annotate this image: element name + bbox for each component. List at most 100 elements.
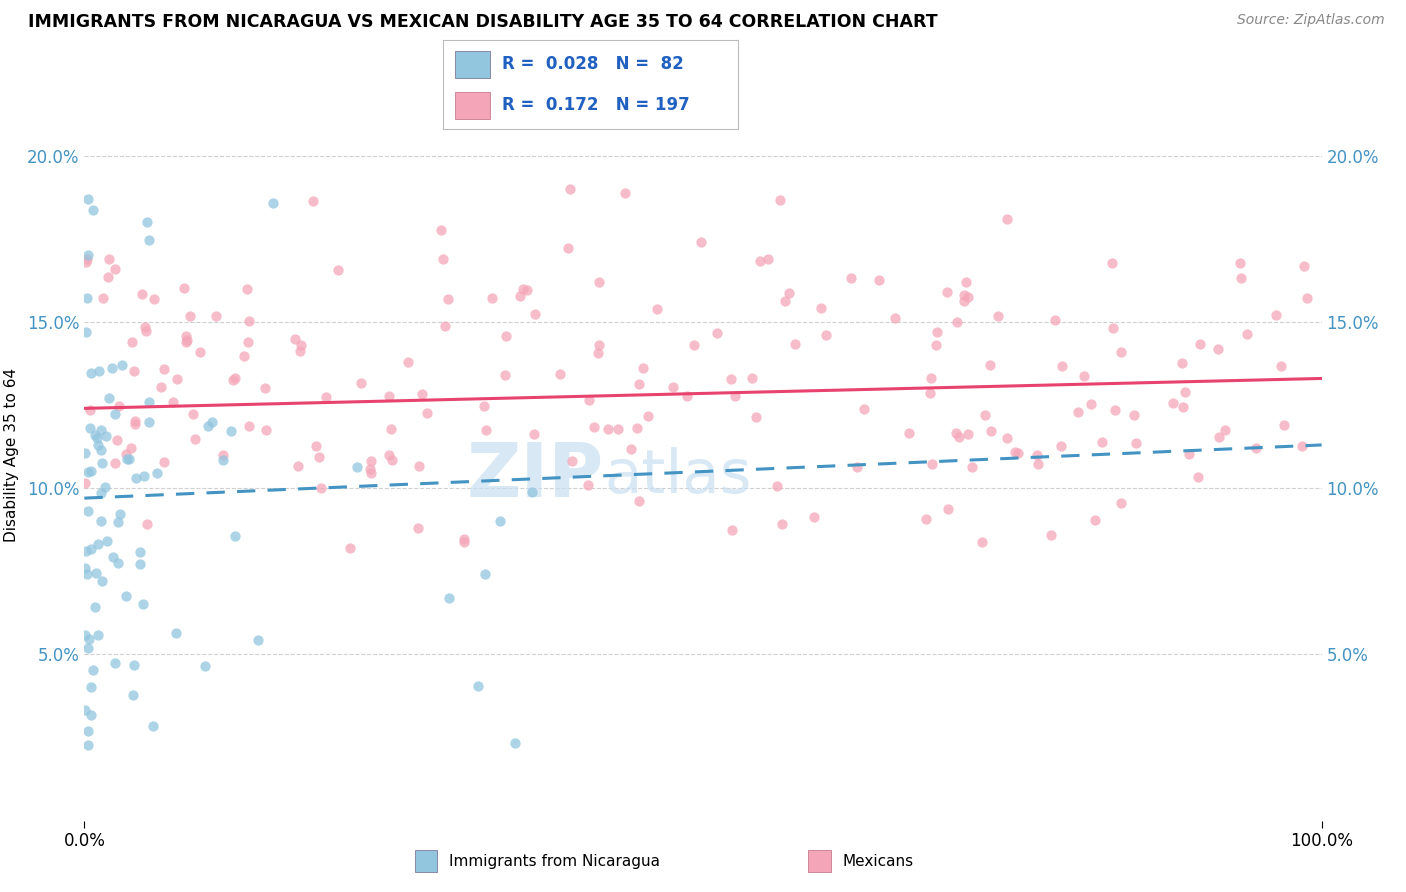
Point [90, 456, 112, 470]
Point [1291, 439, 1313, 453]
Point [953, 294, 976, 309]
Point [588, 337, 610, 351]
Point [437, 591, 460, 605]
Point [121, 334, 143, 349]
Point [77, 192, 100, 206]
Point [97, 252, 120, 267]
Point [1272, 417, 1295, 432]
Point [1026, 457, 1049, 471]
Point [162, 395, 184, 409]
Point [378, 389, 401, 403]
Point [79, 402, 101, 417]
Point [927, 325, 949, 339]
Point [380, 422, 402, 436]
Point [174, 328, 197, 343]
Point [1229, 256, 1251, 270]
Point [82, 664, 104, 678]
Point [453, 535, 475, 549]
Point [360, 467, 382, 481]
Point [626, 421, 648, 435]
Point [1102, 321, 1125, 335]
Point [73, 475, 96, 490]
Point [1004, 445, 1026, 459]
Point [868, 273, 890, 287]
Point [181, 407, 204, 421]
Point [411, 387, 433, 401]
Point [936, 285, 959, 299]
Point [222, 373, 245, 387]
Point [308, 450, 330, 464]
Point [853, 402, 876, 417]
Point [197, 419, 219, 434]
Point [75, 446, 97, 460]
Point [90, 423, 112, 437]
Point [645, 302, 668, 317]
Point [288, 344, 311, 359]
Point [90, 443, 112, 458]
Point [548, 368, 571, 382]
Point [101, 360, 124, 375]
Point [724, 388, 747, 402]
Point [224, 370, 246, 384]
Point [76, 465, 98, 479]
Point [1171, 356, 1194, 370]
Point [945, 425, 967, 440]
Point [523, 427, 546, 442]
Point [429, 222, 451, 236]
Point [101, 549, 124, 564]
Point [103, 456, 125, 470]
Point [77, 632, 100, 647]
Text: R =  0.172   N = 197: R = 0.172 N = 197 [502, 96, 690, 114]
Point [472, 400, 495, 414]
Point [987, 310, 1010, 324]
Point [211, 448, 233, 462]
Point [108, 508, 131, 522]
Point [1049, 439, 1071, 453]
Point [408, 459, 430, 474]
Point [173, 281, 195, 295]
Point [756, 252, 779, 266]
Point [94, 429, 117, 443]
Point [749, 254, 772, 268]
Point [1091, 434, 1114, 449]
Point [138, 233, 160, 247]
Point [129, 545, 152, 559]
Point [948, 430, 970, 444]
Point [1292, 259, 1315, 273]
Point [396, 355, 419, 369]
Point [75, 325, 97, 339]
Point [84, 566, 107, 581]
Point [111, 358, 134, 372]
Point [104, 407, 127, 421]
Point [741, 371, 763, 385]
Point [96, 534, 118, 549]
Point [406, 521, 429, 535]
Point [690, 235, 713, 249]
Point [87, 364, 110, 378]
Point [766, 479, 789, 493]
Point [82, 202, 104, 217]
Point [124, 417, 146, 431]
Point [77, 504, 100, 518]
Point [377, 448, 399, 462]
Point [495, 328, 517, 343]
Point [1050, 359, 1073, 374]
Point [80, 464, 103, 478]
Point [104, 656, 127, 670]
Point [253, 381, 276, 395]
Point [76, 252, 98, 266]
Point [620, 442, 643, 456]
Point [76, 641, 98, 656]
Point [284, 332, 307, 346]
Point [136, 516, 159, 531]
Point [475, 423, 498, 437]
Point [453, 533, 475, 547]
Point [918, 386, 941, 401]
Point [1101, 256, 1123, 270]
Point [1270, 359, 1292, 374]
Point [1073, 369, 1095, 384]
Point [205, 309, 228, 323]
Point [995, 431, 1018, 445]
Point [770, 517, 793, 532]
Text: IMMIGRANTS FROM NICARAGUA VS MEXICAN DISABILITY AGE 35 TO 64 CORRELATION CHART: IMMIGRANTS FROM NICARAGUA VS MEXICAN DIS… [28, 13, 938, 31]
